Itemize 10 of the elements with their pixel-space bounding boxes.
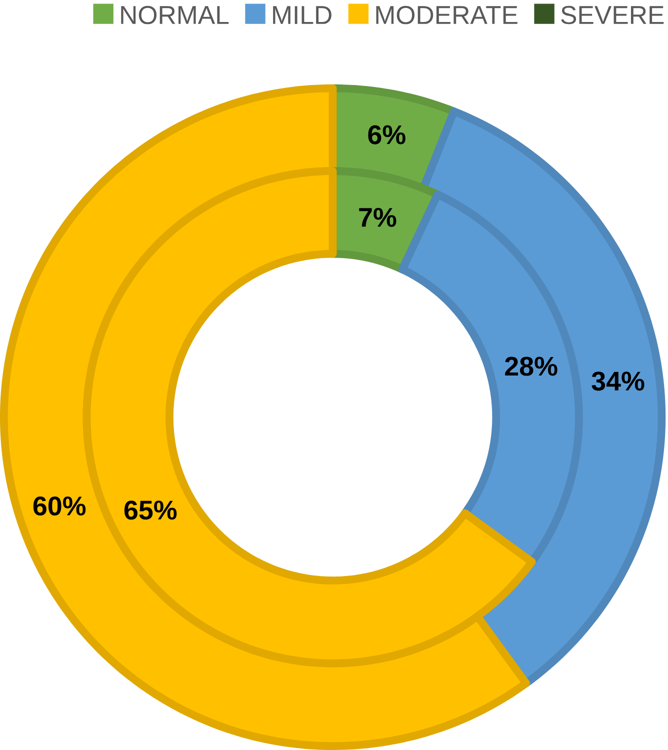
data-label: 60% [33,496,86,516]
data-label: 65% [124,500,176,520]
data-label: 7% [358,208,396,227]
legend-label: MILD [272,6,332,24]
data-label: 6% [368,125,406,144]
legend-label: NORMAL [120,6,228,24]
legend-label: MODERATE [376,6,518,24]
data-label: 28% [504,356,558,376]
data-label: 34% [591,372,644,391]
legend-label: SEVERE [560,6,664,24]
